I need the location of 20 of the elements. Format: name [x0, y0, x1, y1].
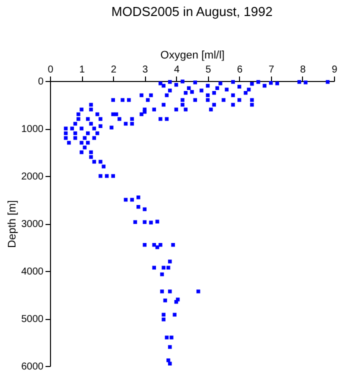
y-tick-label: 1000	[21, 124, 44, 135]
x-tick-label: 4	[174, 64, 180, 76]
x-tick-label: 5	[205, 64, 212, 76]
x-tick-label: 2	[110, 64, 117, 76]
x-tick-label: 0	[48, 64, 54, 76]
x-tick-label: 6	[237, 64, 244, 76]
y-axis-title: Depth [m]	[6, 200, 18, 248]
y-tick-label: 3000	[21, 219, 44, 230]
y-tick-label: 6000	[21, 362, 44, 372]
x-tick-label: 3	[142, 64, 148, 76]
x-tick-label: 7	[268, 64, 275, 76]
y-tick-label: 4000	[21, 266, 44, 278]
x-tick-label: 9	[332, 64, 338, 76]
chart-title: MODS2005 in August, 1992	[111, 4, 273, 19]
y-tick-label: 5000	[21, 314, 44, 325]
x-tick-label: 1	[79, 64, 86, 76]
x-tick-label: 8	[300, 64, 306, 76]
x-axis-title: Oxygen [ml/l]	[160, 50, 225, 62]
y-tick-label: 0	[38, 76, 44, 88]
y-tick-label: 2000	[21, 172, 44, 182]
